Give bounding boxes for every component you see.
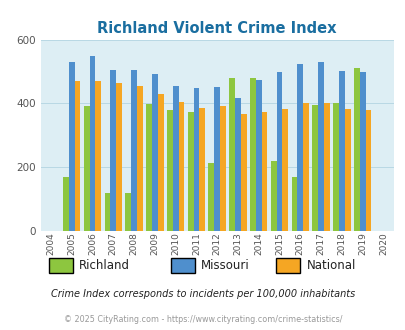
Bar	[353, 68, 359, 231]
Bar	[338, 71, 344, 231]
Bar	[270, 161, 276, 231]
Bar	[261, 112, 267, 231]
Bar	[276, 72, 282, 231]
Bar	[158, 94, 163, 231]
Bar	[110, 70, 116, 231]
Bar	[90, 56, 95, 231]
Text: Richland: Richland	[79, 259, 130, 272]
Bar	[344, 110, 350, 231]
Text: © 2025 CityRating.com - https://www.cityrating.com/crime-statistics/: © 2025 CityRating.com - https://www.city…	[64, 315, 341, 324]
Bar	[116, 83, 122, 231]
Bar	[255, 80, 261, 231]
Bar	[282, 109, 288, 231]
Text: Missouri: Missouri	[200, 259, 249, 272]
Bar	[131, 70, 136, 231]
Bar	[95, 81, 101, 231]
Bar	[69, 62, 75, 231]
Bar	[199, 108, 205, 231]
Bar	[136, 86, 143, 231]
Bar	[208, 163, 214, 231]
Bar	[104, 193, 110, 231]
Bar	[83, 106, 90, 231]
Bar	[125, 193, 131, 231]
Bar	[291, 178, 297, 231]
Bar	[178, 102, 184, 231]
Bar	[220, 106, 225, 231]
Bar	[146, 104, 151, 231]
Text: Crime Index corresponds to incidents per 100,000 inhabitants: Crime Index corresponds to incidents per…	[51, 289, 354, 299]
Bar	[234, 98, 240, 231]
Bar	[333, 103, 338, 231]
Bar	[214, 87, 220, 231]
Bar	[193, 88, 199, 231]
Bar	[318, 62, 323, 231]
Bar	[364, 110, 371, 231]
Bar	[323, 103, 329, 231]
Bar	[297, 63, 303, 231]
Bar	[303, 103, 308, 231]
Bar	[359, 72, 364, 231]
Bar	[63, 177, 69, 231]
Bar	[311, 105, 318, 231]
Bar	[240, 114, 246, 231]
Bar	[229, 78, 234, 231]
Bar	[166, 111, 172, 231]
Bar	[151, 74, 158, 231]
Bar	[75, 82, 80, 231]
Bar	[249, 78, 255, 231]
Title: Richland Violent Crime Index: Richland Violent Crime Index	[97, 21, 336, 36]
Text: National: National	[306, 259, 355, 272]
Bar	[172, 86, 178, 231]
Bar	[187, 112, 193, 231]
